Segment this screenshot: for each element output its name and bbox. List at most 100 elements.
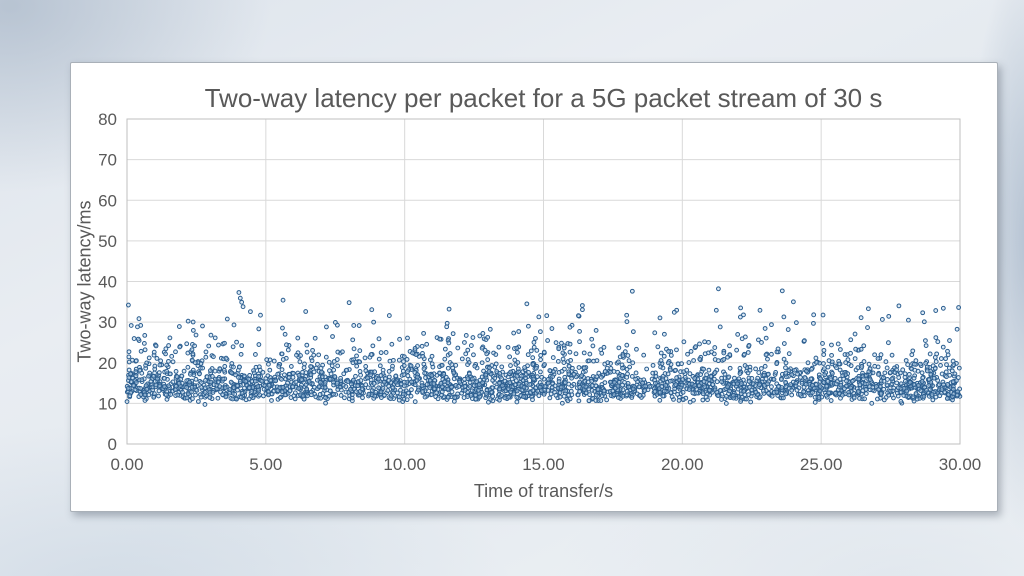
data-point — [667, 378, 673, 384]
data-point — [294, 352, 299, 358]
data-point — [515, 360, 521, 365]
data-point — [390, 363, 395, 369]
data-point — [128, 323, 134, 328]
data-point — [519, 373, 524, 379]
data-point — [658, 358, 664, 363]
data-point — [757, 382, 762, 388]
data-point — [577, 339, 582, 345]
data-point — [886, 313, 892, 319]
data-point — [898, 399, 904, 404]
data-point — [322, 385, 328, 390]
data-point — [243, 378, 249, 384]
data-point — [620, 393, 626, 399]
data-point — [769, 384, 774, 390]
data-point — [762, 363, 768, 369]
data-point — [594, 358, 600, 363]
data-point — [594, 374, 600, 380]
data-point — [442, 346, 448, 352]
data-point — [923, 338, 928, 343]
data-point — [203, 354, 209, 360]
data-point — [181, 368, 187, 374]
data-point — [126, 375, 132, 381]
data-point — [853, 346, 859, 352]
data-point — [907, 379, 913, 385]
data-point — [892, 370, 898, 375]
data-point — [616, 345, 622, 351]
data-point — [449, 389, 455, 395]
data-point — [538, 369, 543, 375]
data-point — [222, 363, 228, 369]
data-point — [866, 384, 872, 390]
data-point — [821, 366, 827, 372]
data-point — [734, 381, 740, 387]
data-point — [353, 389, 359, 395]
data-point — [467, 383, 473, 389]
data-point — [424, 382, 430, 387]
data-point — [239, 299, 245, 305]
data-point — [185, 318, 191, 324]
data-point — [939, 387, 945, 393]
data-point — [681, 339, 687, 345]
data-point — [706, 367, 712, 373]
data-point — [397, 336, 402, 342]
data-point — [405, 390, 411, 396]
data-point — [525, 352, 531, 358]
data-point — [852, 356, 858, 362]
data-point — [350, 360, 356, 366]
data-point — [240, 304, 246, 310]
data-point — [859, 363, 865, 369]
data-point — [717, 324, 723, 330]
data-point — [163, 346, 169, 352]
data-point — [280, 297, 286, 303]
data-point — [470, 335, 476, 340]
data-point — [152, 363, 158, 369]
x-axis-title: Time of transfer/s — [473, 481, 614, 501]
data-point — [405, 335, 410, 341]
data-point — [951, 386, 956, 392]
data-point — [630, 386, 636, 392]
data-point — [356, 323, 362, 328]
data-point — [598, 398, 604, 403]
data-point — [256, 326, 262, 332]
data-point — [331, 391, 336, 397]
data-point — [656, 386, 662, 391]
data-point — [308, 372, 314, 378]
data-point — [376, 336, 382, 342]
data-point — [284, 342, 289, 348]
data-point — [175, 392, 181, 398]
data-point — [707, 387, 712, 393]
data-point — [783, 370, 789, 376]
data-point — [537, 384, 543, 390]
data-point — [463, 333, 469, 338]
data-point — [203, 378, 208, 383]
data-point — [497, 370, 503, 376]
data-point — [151, 373, 157, 379]
data-point — [509, 376, 515, 382]
data-point — [704, 372, 709, 378]
data-point — [355, 383, 361, 389]
data-point — [158, 358, 164, 364]
data-point — [462, 384, 468, 389]
data-point — [413, 352, 419, 357]
data-point — [435, 396, 441, 402]
data-point — [142, 347, 148, 353]
data-point — [750, 381, 756, 387]
data-point — [559, 340, 564, 346]
data-point — [595, 387, 601, 392]
data-point — [556, 346, 562, 352]
data-point — [363, 382, 369, 388]
data-point — [200, 365, 206, 371]
data-point — [368, 377, 374, 383]
data-point — [665, 371, 671, 377]
data-point — [560, 350, 566, 356]
data-point — [232, 391, 238, 397]
data-point — [615, 383, 621, 389]
data-point — [193, 392, 198, 398]
data-point — [463, 351, 469, 357]
data-point — [702, 351, 708, 357]
data-point — [940, 344, 946, 350]
data-point — [702, 339, 707, 345]
data-point — [421, 330, 427, 336]
data-point — [746, 392, 751, 398]
